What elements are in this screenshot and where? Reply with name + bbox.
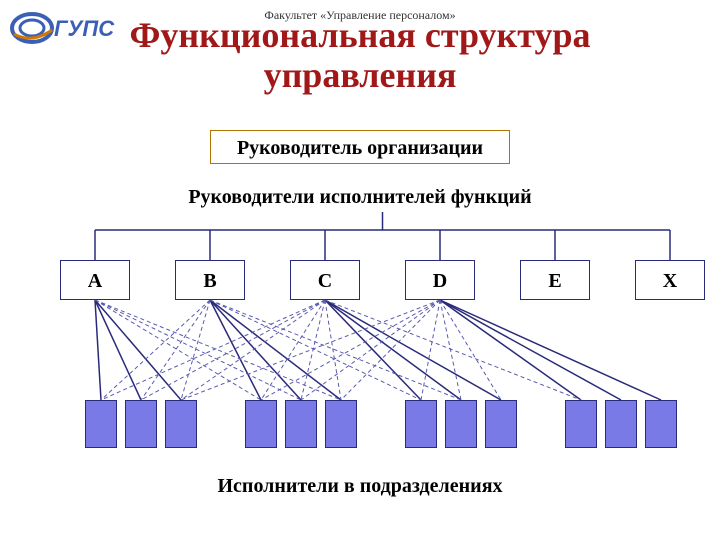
subordinate-box (165, 400, 197, 448)
subordinate-box (245, 400, 277, 448)
subordinate-box (325, 400, 357, 448)
manager-box-d: D (405, 260, 475, 300)
manager-box-e: E (520, 260, 590, 300)
subordinate-box (445, 400, 477, 448)
title-line-1: Функциональная структура (129, 15, 590, 55)
subordinate-box (605, 400, 637, 448)
subordinate-box (125, 400, 157, 448)
subordinate-box (285, 400, 317, 448)
subordinates-label: Исполнители в подразделениях (0, 475, 720, 498)
manager-box-a: A (60, 260, 130, 300)
subordinate-box (565, 400, 597, 448)
title-line-2: управления (264, 55, 457, 95)
manager-box-x: X (635, 260, 705, 300)
function-leaders-label: Руководители исполнителей функций (0, 186, 720, 209)
subordinate-box (405, 400, 437, 448)
manager-box-c: C (290, 260, 360, 300)
org-leader-box: Руководитель организации (210, 130, 510, 164)
page-title: Функциональная структура управления (0, 16, 720, 95)
subordinate-box (85, 400, 117, 448)
subordinate-box (645, 400, 677, 448)
manager-box-b: B (175, 260, 245, 300)
subordinate-box (485, 400, 517, 448)
